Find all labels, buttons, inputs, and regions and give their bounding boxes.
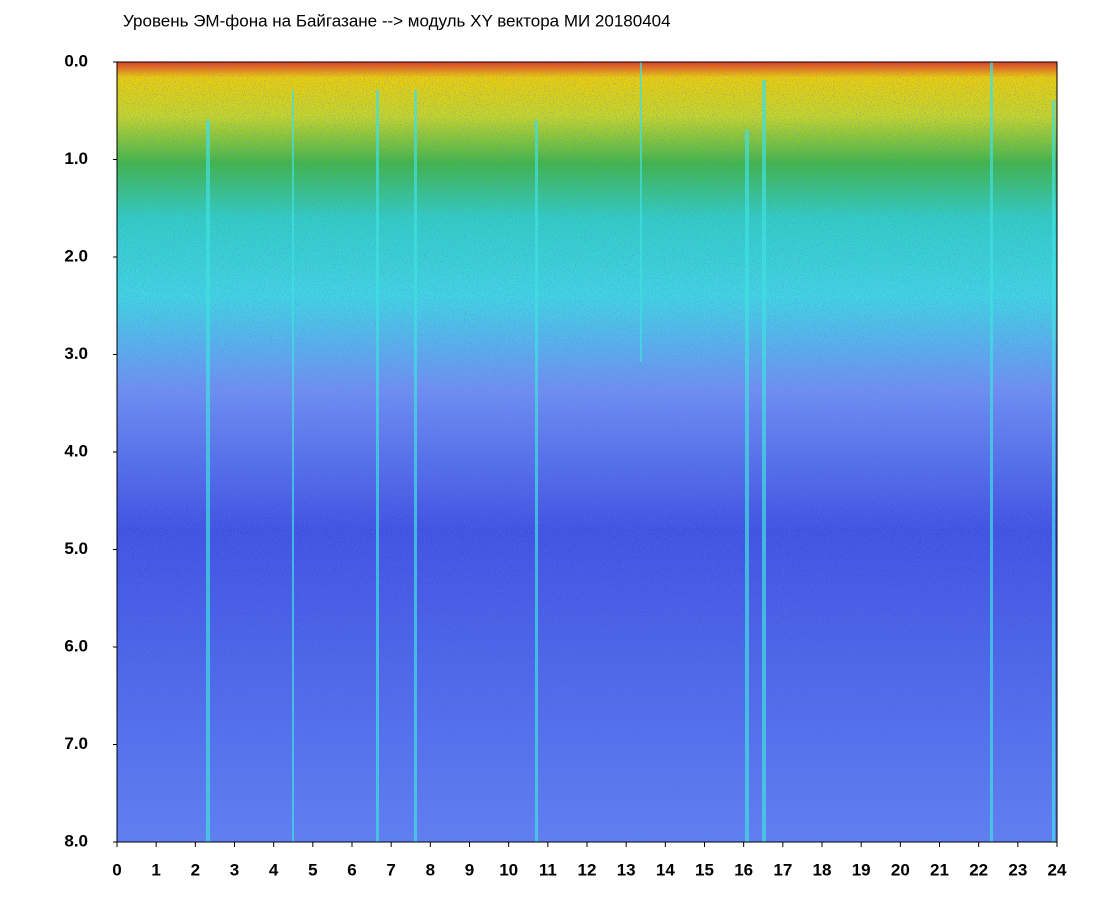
x-tick-label: 6 <box>347 860 356 879</box>
x-tick-label: 10 <box>499 860 518 879</box>
chart-title: Уровень ЭМ-фона на Байгазане --> модуль … <box>123 11 671 30</box>
y-tick-label: 7.0 <box>64 734 88 753</box>
x-tick-label: 21 <box>930 860 949 879</box>
x-tick-label: 17 <box>773 860 792 879</box>
x-tick-label: 7 <box>386 860 395 879</box>
x-tick-label: 3 <box>230 860 239 879</box>
spectrogram-texture <box>117 62 1057 842</box>
x-tick-label: 14 <box>656 860 675 879</box>
x-tick-label: 2 <box>191 860 200 879</box>
x-tick-label: 11 <box>539 860 557 879</box>
x-tick-label: 19 <box>852 860 871 879</box>
x-tick-label: 20 <box>891 860 910 879</box>
x-tick-label: 5 <box>308 860 317 879</box>
y-tick-label: 4.0 <box>64 441 88 460</box>
y-tick-label: 2.0 <box>64 246 88 265</box>
y-tick-label: 5.0 <box>64 539 88 558</box>
x-tick-label: 22 <box>969 860 988 879</box>
x-tick-label: 8 <box>426 860 435 879</box>
y-tick-label: 0.0 <box>64 51 88 70</box>
x-tick-label: 23 <box>1008 860 1027 879</box>
x-tick-label: 0 <box>112 860 121 879</box>
x-tick-label: 18 <box>813 860 832 879</box>
y-tick-label: 1.0 <box>64 149 88 168</box>
x-tick-label: 9 <box>465 860 474 879</box>
y-tick-label: 8.0 <box>64 831 88 850</box>
x-tick-label: 12 <box>578 860 597 879</box>
plot-area <box>116 61 1058 843</box>
x-tick-label: 24 <box>1048 860 1067 879</box>
x-tick-label: 13 <box>617 860 636 879</box>
streaks <box>206 62 1055 842</box>
x-tick-label: 16 <box>734 860 753 879</box>
x-tick-label: 4 <box>269 860 279 879</box>
y-tick-label: 6.0 <box>64 636 88 655</box>
y-tick-label: 3.0 <box>64 344 88 363</box>
x-tick-label: 15 <box>695 860 714 879</box>
x-tick-label: 1 <box>151 860 160 879</box>
